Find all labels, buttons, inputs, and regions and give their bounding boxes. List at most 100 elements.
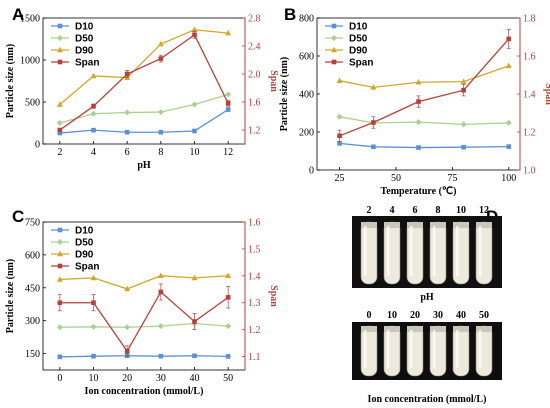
chart-panel-a: A 2 4 6 8 10 12 0 500 1000 1500 1.2 1.6 2.0 2.4 2.8 pH Pa… (5, 5, 279, 171)
series-span-point (192, 32, 197, 38)
x-tick-label: 4 (91, 147, 96, 158)
series-d50-point (505, 119, 512, 126)
y-tick-label: 400 (299, 90, 314, 101)
series-span-point (506, 36, 512, 42)
vial-meniscus (430, 222, 446, 228)
vial (452, 221, 470, 285)
series-d10-point (225, 107, 231, 112)
vial-highlight (456, 330, 459, 368)
photo-bottom-labels: 0 10 20 30 40 50 (367, 310, 490, 321)
y-axis-title: Particle size (nm) (279, 57, 290, 131)
x-axis-title: pH (137, 160, 151, 171)
vial (406, 221, 424, 285)
legend-label-span: Span (75, 58, 99, 69)
series-d90-point (225, 272, 232, 279)
legend-label-d90: D90 (75, 250, 94, 261)
series-d10-point (225, 354, 231, 359)
series-d10-point (158, 353, 164, 359)
x-tick-label: 25 (335, 173, 345, 184)
series-span-point (225, 295, 231, 300)
y2-tick-label: 1.4 (248, 271, 261, 282)
series-span-line (59, 33, 229, 131)
y-tick-label: 800 (299, 14, 314, 25)
series-d10-point (192, 128, 197, 134)
panel-letter-a: A (12, 5, 24, 24)
vial-label: 40 (456, 310, 466, 321)
vial-meniscus (476, 222, 492, 228)
y2-tick-label: 1.4 (523, 90, 536, 101)
vial-meniscus (453, 326, 469, 332)
plot-frame (42, 17, 246, 145)
vial-highlight (387, 226, 390, 276)
series-span-point (225, 101, 231, 106)
series-d10-line (59, 355, 229, 358)
series-d50-point (57, 35, 63, 41)
series-d50-point (124, 109, 131, 116)
vial-label: 6 (413, 205, 418, 216)
series-d10-point (371, 144, 376, 150)
legend-label-d50: D50 (75, 34, 94, 45)
x-tick-label: 8 (158, 147, 163, 158)
legend-label-d10: D10 (75, 22, 94, 33)
series-d90-point (57, 46, 63, 53)
y-tick-label: 750 (25, 218, 40, 229)
series-d90-point (124, 285, 131, 292)
photo-top-labels: 2 4 6 8 10 12 (367, 205, 490, 216)
series-span-point (461, 87, 466, 93)
series-d90-line (59, 29, 229, 106)
vial-label: 20 (410, 310, 420, 321)
series-d90-point (370, 84, 377, 90)
vial-highlight (410, 226, 413, 276)
vial-highlight (433, 330, 436, 368)
x-tick-label: 100 (501, 173, 516, 184)
series-d50-point (157, 323, 164, 330)
series-d90-point (90, 274, 97, 281)
series-d50-point (56, 120, 63, 126)
y-tick-label: 1500 (20, 14, 40, 25)
series-d50-point (225, 323, 232, 330)
series-d10-point (91, 353, 96, 359)
vial (383, 325, 401, 377)
x-axis-title: Ion concentration (mmol/L) (85, 386, 204, 397)
vial (452, 325, 470, 377)
legend-label-d50: D50 (349, 34, 368, 45)
series-d90-point (56, 101, 63, 107)
chart-panel-c: C 0 10 20 30 40 50 150 300 450 600 750 1.1 1.2 1.3 1.4 1… (5, 207, 279, 397)
vial-label: 8 (436, 205, 441, 216)
series-d90-point (460, 78, 467, 84)
legend-label-span: Span (75, 262, 99, 273)
series-d90-point (331, 46, 337, 53)
vial-label: 12 (479, 205, 489, 216)
series-d10-line (59, 109, 229, 134)
series-d90-point (157, 272, 164, 279)
vial (475, 325, 493, 377)
series-span-point (57, 300, 63, 306)
series-d50-line (339, 116, 509, 126)
series-d50-line (59, 93, 229, 124)
y2-tick-label: 2.4 (248, 42, 261, 53)
vial-meniscus (384, 222, 400, 228)
legend-label-d10: D10 (75, 226, 94, 237)
plot-frame (42, 221, 246, 371)
vial (475, 221, 493, 285)
vial-meniscus (384, 326, 400, 332)
x-tick-label: 20 (122, 373, 132, 384)
vial-label: 30 (433, 310, 443, 321)
series-d90-point (415, 79, 422, 85)
y2-axis-title: Span (543, 83, 550, 105)
vial (429, 325, 447, 377)
y-tick-label: 1000 (20, 56, 40, 67)
panel-letter-b: B (284, 5, 296, 24)
photo-caption-ion: Ion concentration (mmol/L) (368, 394, 487, 405)
legend-label-d90: D90 (75, 46, 94, 57)
series-d90-point (90, 72, 97, 79)
series-d10-point (124, 129, 130, 135)
vial-highlight (387, 330, 390, 368)
series-span-point (57, 59, 63, 65)
y-tick-label: 200 (299, 128, 314, 139)
series-span-point (124, 348, 130, 354)
x-axis-title: Temperature (℃) (381, 186, 457, 197)
series-d10-point (416, 145, 421, 150)
